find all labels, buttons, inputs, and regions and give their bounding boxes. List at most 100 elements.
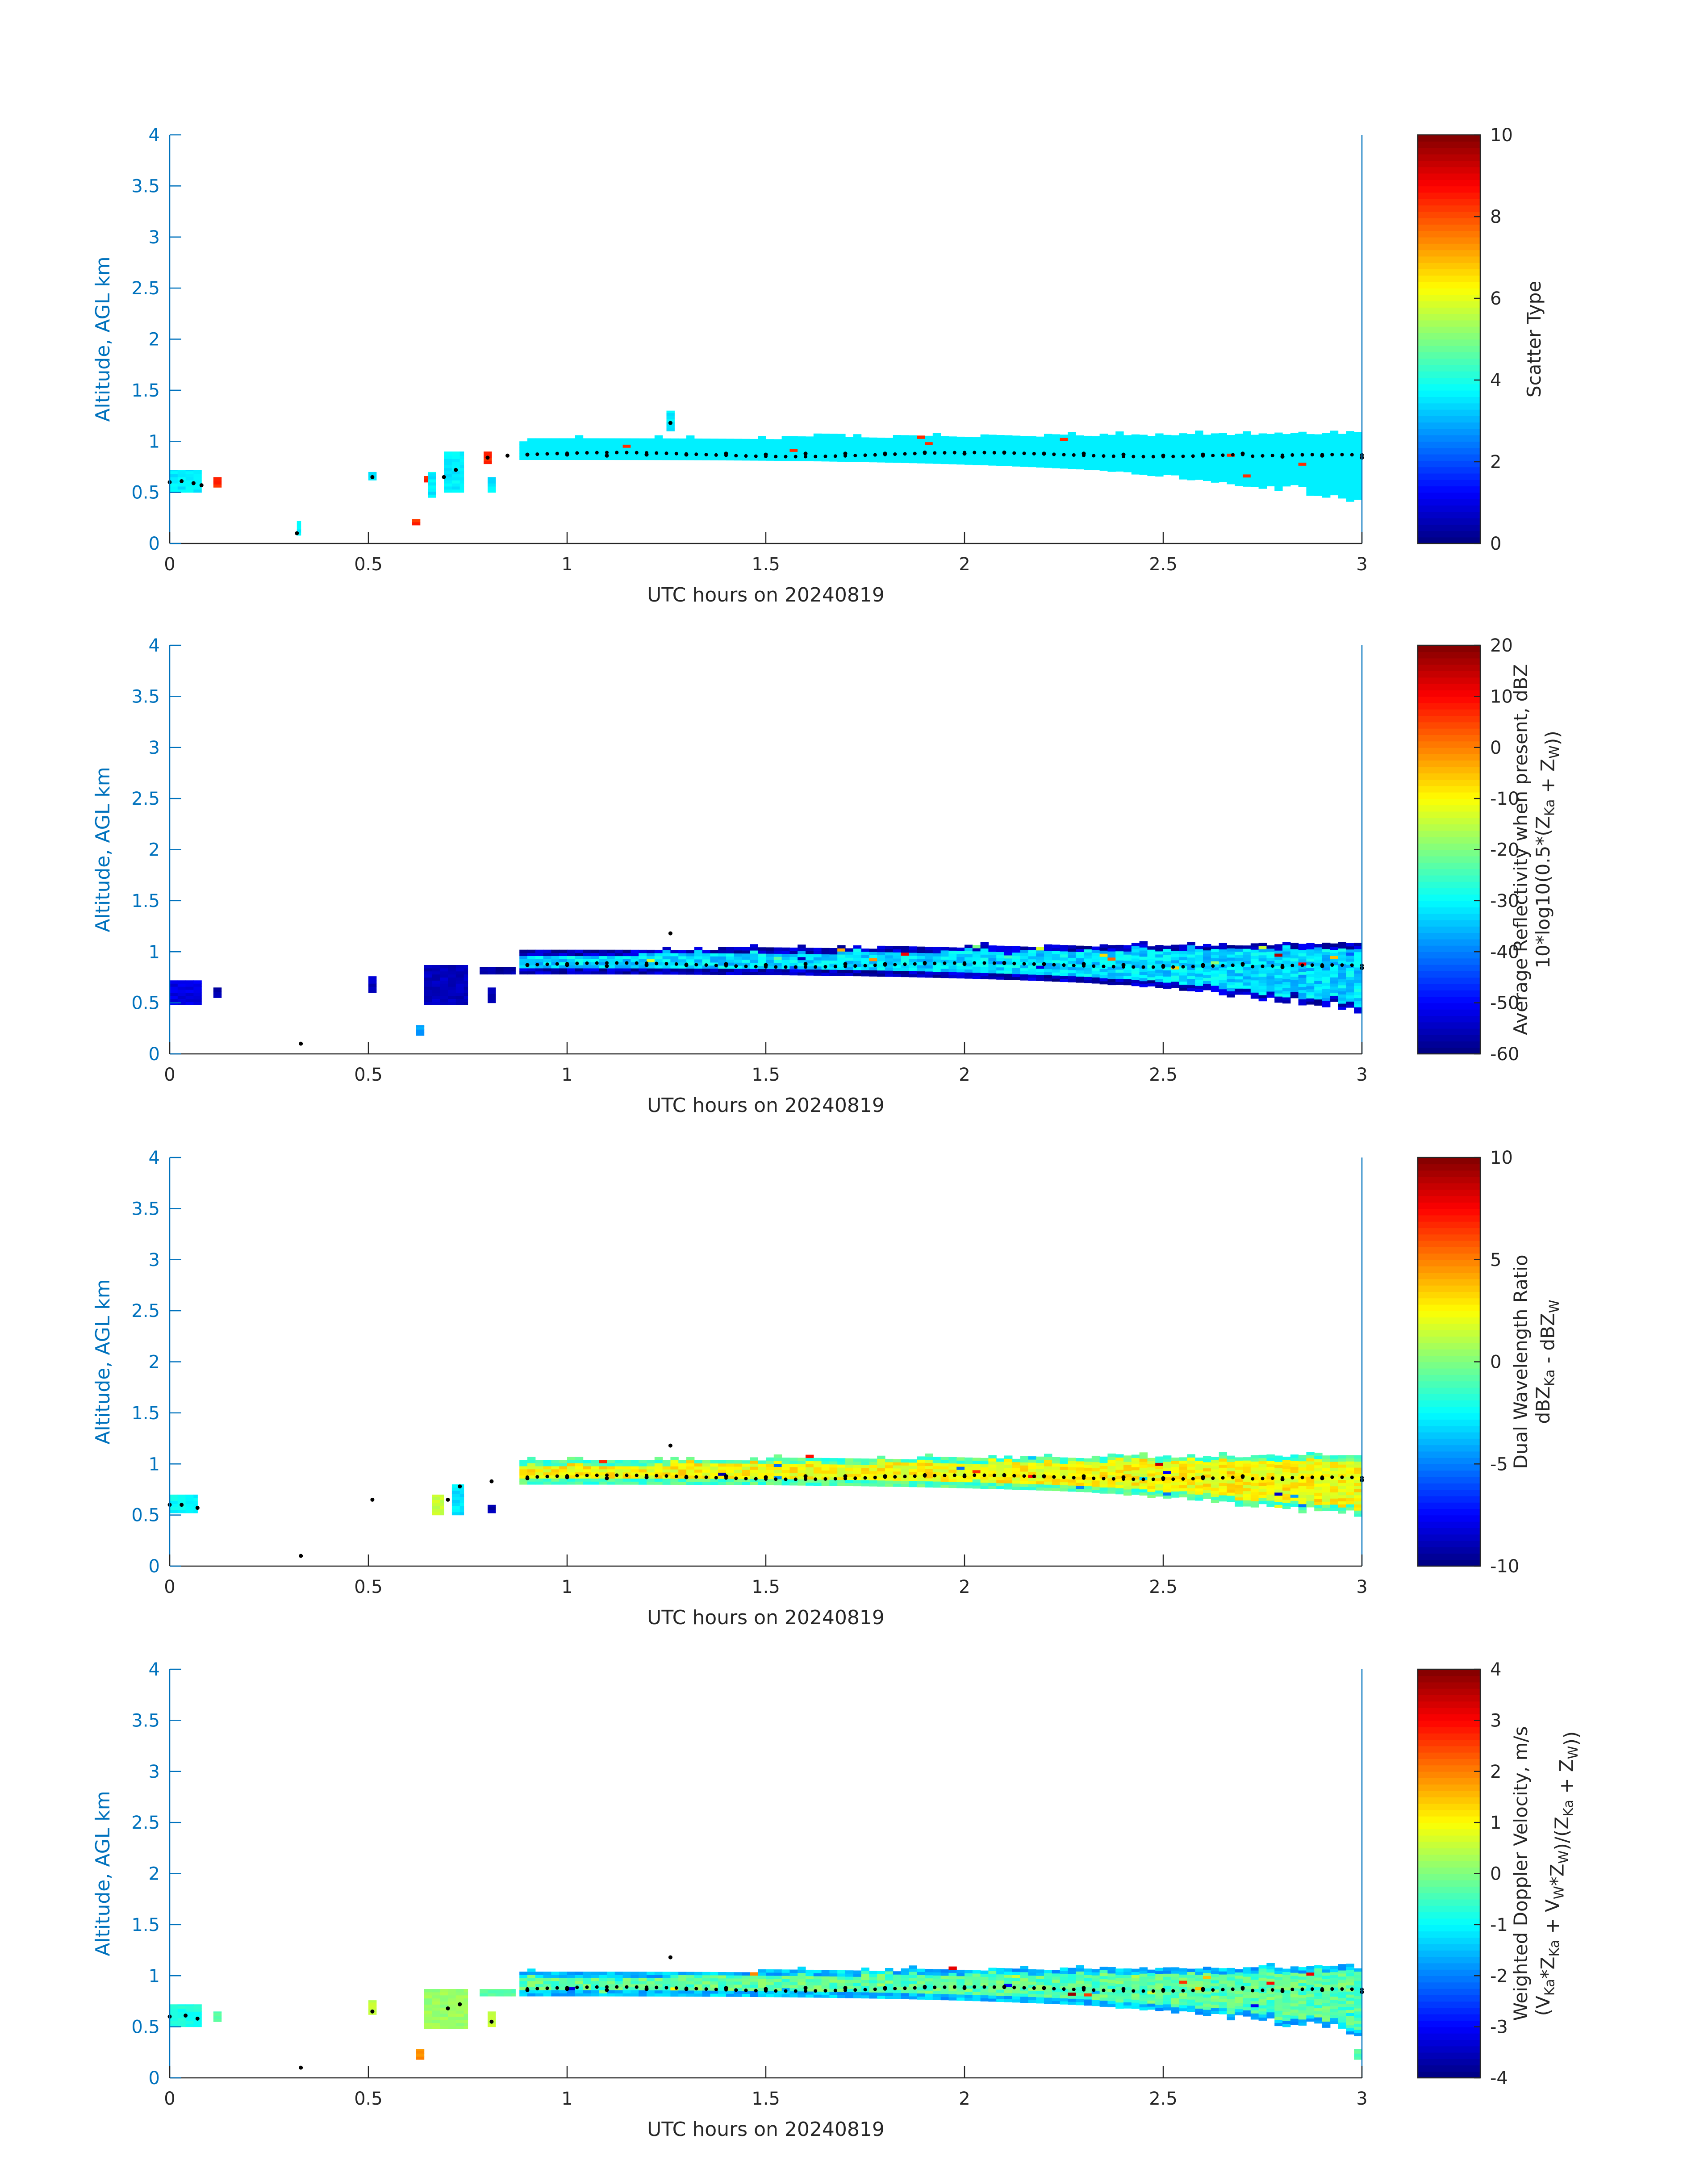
heatmap-cell [965,443,973,447]
heatmap-cell [1314,990,1323,994]
heatmap-cell [686,953,695,957]
heatmap-cell [1171,463,1180,466]
heatmap-cell [1171,444,1180,448]
heatmap-cell [1163,1477,1172,1480]
heatmap-cell [988,1473,997,1477]
cloud-base-marker [1300,453,1304,457]
heatmap-cell [956,1475,965,1479]
heatmap-cell [440,1506,444,1509]
heatmap-cell [1282,1456,1291,1460]
heatmap-cell [1330,452,1339,455]
heatmap-cell [647,968,655,972]
heatmap-cell [519,1460,528,1463]
heatmap-cell [1179,464,1187,468]
heatmap-cell [1115,462,1124,466]
heatmap-cell [1338,1483,1346,1486]
heatmap-cell [1163,1483,1172,1487]
heatmap-cell [901,946,909,950]
heatmap-cell [1123,978,1132,982]
heatmap-cell [1084,457,1092,461]
heatmap-cell [170,992,178,996]
heatmap-cell [1203,477,1211,481]
heatmap-cell [1068,1467,1076,1471]
heatmap-cell [742,959,750,963]
heatmap-cell [1211,1493,1219,1497]
heatmap-cell [639,1978,647,1981]
heatmap-cell [734,956,743,960]
x-tick-label: 1 [561,554,572,575]
heatmap-cell [1195,470,1203,474]
heatmap-cell [654,456,663,460]
heatmap-cell [654,1469,663,1473]
heatmap-cell [948,451,957,455]
heatmap-cell [1298,1492,1307,1495]
cloud-base-marker [526,1475,529,1479]
heatmap-cell [1044,1460,1052,1463]
heatmap-cell [1346,964,1354,968]
heatmap-cell [678,959,687,963]
heatmap-cell [1235,948,1243,952]
heatmap-cell [1274,439,1283,442]
heatmap-cell [535,444,544,448]
heatmap-cell [1243,1482,1251,1485]
heatmap-cell [806,1994,814,1998]
heatmap-cell [932,1472,941,1475]
heatmap-cell [1346,455,1354,459]
heatmap-cell [750,1479,758,1482]
heatmap-cell [813,439,822,443]
colorbar-segment [1418,1464,1480,1471]
heatmap-cell [813,443,822,446]
cloud-base-marker [1261,964,1265,968]
heatmap-cell [1195,979,1203,983]
heatmap-cell [821,1991,830,1995]
heatmap-cell [686,962,695,966]
heatmap-cell [1306,1464,1315,1468]
heatmap-cell [1155,1487,1164,1491]
heatmap-cell [1187,1488,1195,1492]
heatmap-cell [1171,966,1180,970]
heatmap-cell [647,456,655,460]
heatmap-cell [925,1469,933,1472]
heatmap-cell [940,968,949,972]
cloud-base-marker [973,961,977,965]
heatmap-cell [932,1475,941,1479]
heatmap-cell [451,480,460,484]
heatmap-cell [1060,960,1068,964]
heatmap-cell [1163,1474,1172,1477]
heatmap-cell [742,1472,750,1476]
colorbar-segment [1418,1362,1480,1369]
heatmap-cell [702,444,710,448]
colorbar-tick-label: 20 [1490,635,1513,656]
heatmap-cell [781,1463,790,1467]
heatmap-cell [1322,482,1331,485]
heatmap-cell [1306,437,1315,441]
cloud-base-marker [1171,965,1175,969]
heatmap-cell [1004,949,1013,953]
heatmap-cell [1084,1471,1092,1474]
heatmap-cell [1163,459,1172,463]
heatmap-cell [416,1029,425,1033]
heatmap-cell [965,1457,973,1461]
heatmap-cell [877,949,885,953]
heatmap-cell [932,451,941,455]
cloud-base-marker [1111,965,1115,969]
heatmap-cell [726,1475,735,1479]
heatmap-cell [1250,1495,1259,1499]
heatmap-cell [972,461,981,465]
heatmap-cell [837,1985,846,1989]
heatmap-cell [909,974,917,978]
heatmap-cell [1171,1482,1180,1486]
heatmap-cell [718,1460,727,1464]
heatmap-cell [1076,1476,1084,1480]
heatmap-cell [948,1475,957,1479]
heatmap-cell [591,971,599,975]
heatmap-cell [654,1478,663,1482]
heatmap-cell [1314,471,1323,475]
heatmap-cell [1266,1470,1275,1473]
heatmap-cell [965,1475,973,1479]
heatmap-cell [1250,974,1259,978]
heatmap-cell [1123,1471,1132,1475]
colorbar-tick-label: 2 [1490,452,1501,472]
heatmap-cell [710,1981,718,1985]
heatmap-cell [543,456,551,460]
